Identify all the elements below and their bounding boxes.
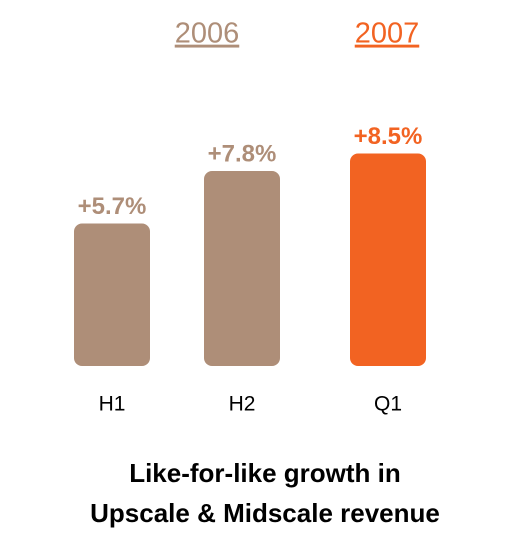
x-tick-label: H2	[229, 393, 256, 416]
value-label: +7.8%	[208, 140, 277, 167]
chart-title: Like-for-like growth in	[129, 458, 401, 488]
value-label: +8.5%	[354, 123, 423, 150]
chart-title: Upscale & Midscale revenue	[90, 498, 440, 528]
x-tick-label: Q1	[374, 393, 402, 416]
bar	[74, 223, 150, 366]
bar	[350, 153, 426, 366]
group-label: 2007	[355, 18, 420, 50]
value-label: +5.7%	[78, 193, 147, 220]
x-tick-label: H1	[99, 393, 126, 416]
bar	[204, 171, 280, 366]
group-label: 2006	[175, 18, 240, 50]
